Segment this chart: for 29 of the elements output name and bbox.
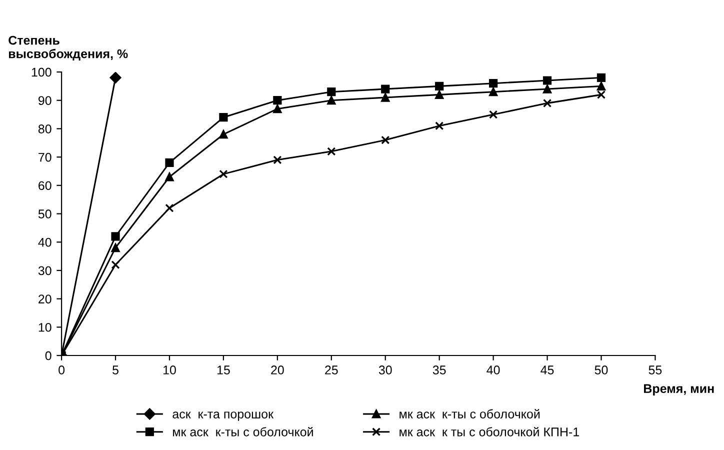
y-tick-label: 20 (38, 294, 52, 304)
y-tick-label: 90 (38, 96, 52, 105)
y-tick-label: 60 (38, 181, 52, 190)
legend-label: мк аск к-ты с оболочкой (400, 409, 540, 418)
y-tick-label: 30 (38, 266, 52, 276)
y-axis-title: Степень высвобождения, % (8, 36, 128, 61)
y-tick-label: 10 (38, 322, 52, 332)
x-tick-label: 30 (378, 366, 392, 374)
x-tick-label: 15 (217, 366, 230, 374)
x-tick-label: 50 (594, 366, 608, 374)
x-tick-label: 0 (58, 366, 65, 374)
y-tick-label: 50 (38, 210, 52, 218)
y-tick-label: 0 (45, 351, 52, 360)
x-tick-label: 5 (112, 366, 118, 374)
x-tick-label: 25 (325, 366, 338, 374)
x-tick-label: 20 (271, 366, 284, 374)
y-tick-label: 40 (38, 238, 52, 247)
legend-label: аск к-та порошок (172, 412, 274, 421)
x-axis-title: Время, мин (644, 384, 714, 396)
legend-label: мк аск к ты с оболочкой КПН-1 (400, 426, 579, 436)
x-tick-label: 45 (540, 366, 554, 374)
x-tick-label: 40 (486, 366, 500, 374)
y-tick-label: 80 (38, 124, 52, 134)
legend-label: мк аск к-ты с оболочкой (173, 426, 313, 436)
x-tick-label: 55 (648, 366, 662, 374)
y-tick-label: 100 (32, 68, 52, 77)
y-tick-label: 70 (38, 152, 52, 162)
x-tick-label: 35 (432, 366, 446, 374)
x-tick-label: 10 (163, 366, 176, 374)
